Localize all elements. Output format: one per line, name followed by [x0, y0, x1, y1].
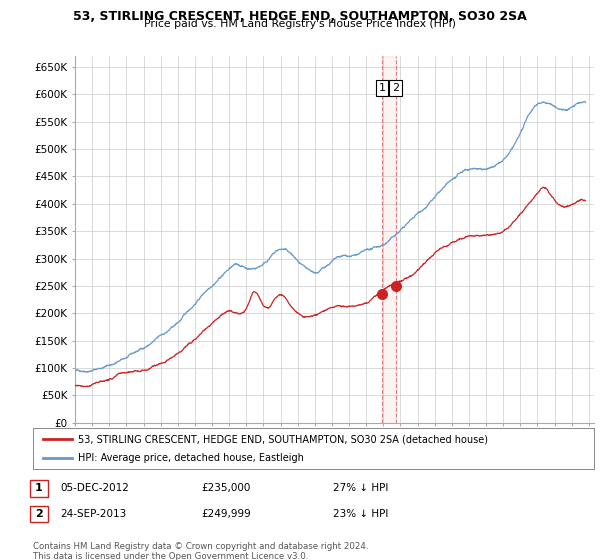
Text: 2: 2 — [35, 509, 43, 519]
Text: Price paid vs. HM Land Registry's House Price Index (HPI): Price paid vs. HM Land Registry's House … — [144, 19, 456, 29]
Text: £235,000: £235,000 — [201, 483, 250, 493]
Text: 53, STIRLING CRESCENT, HEDGE END, SOUTHAMPTON, SO30 2SA (detached house): 53, STIRLING CRESCENT, HEDGE END, SOUTHA… — [78, 435, 488, 444]
Text: £249,999: £249,999 — [201, 509, 251, 519]
Text: Contains HM Land Registry data © Crown copyright and database right 2024.
This d: Contains HM Land Registry data © Crown c… — [33, 542, 368, 560]
Text: 24-SEP-2013: 24-SEP-2013 — [60, 509, 126, 519]
Text: 23% ↓ HPI: 23% ↓ HPI — [333, 509, 388, 519]
Text: 1: 1 — [35, 483, 43, 493]
Text: HPI: Average price, detached house, Eastleigh: HPI: Average price, detached house, East… — [78, 453, 304, 463]
Text: 1: 1 — [379, 83, 385, 93]
Text: 05-DEC-2012: 05-DEC-2012 — [60, 483, 129, 493]
Bar — [382, 56, 396, 423]
Text: 27% ↓ HPI: 27% ↓ HPI — [333, 483, 388, 493]
Text: 2: 2 — [392, 83, 400, 93]
Text: 53, STIRLING CRESCENT, HEDGE END, SOUTHAMPTON, SO30 2SA: 53, STIRLING CRESCENT, HEDGE END, SOUTHA… — [73, 10, 527, 23]
